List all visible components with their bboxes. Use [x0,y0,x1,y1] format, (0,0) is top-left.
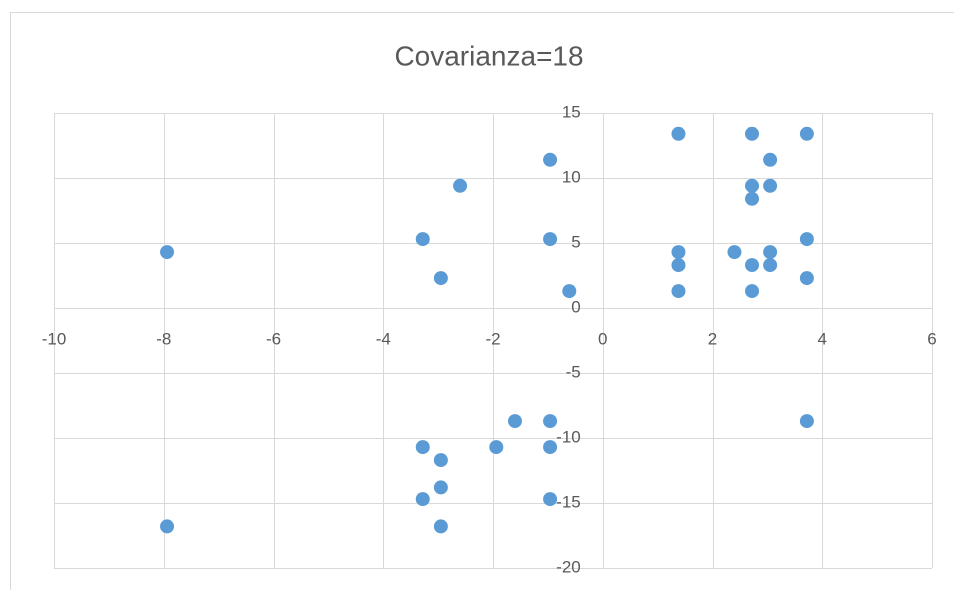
y-tick-label: -20 [556,557,581,576]
scatter-point [799,271,814,286]
scatter-point [415,440,430,455]
scatter-point [763,178,778,193]
y-tick-label: 5 [571,232,580,251]
scatter-point [543,232,558,247]
scatter-point [415,232,430,247]
y-tick-label: -5 [566,362,581,381]
y-tick-label: -10 [556,427,581,446]
scatter-point [763,258,778,273]
scatter-point [415,492,430,507]
chart-title: Covarianza=18 [394,40,583,71]
scatter-point [543,152,558,167]
scatter-point [745,126,760,141]
scatter-point [543,440,558,455]
scatter-point [543,492,558,507]
y-tick-label: 15 [562,102,581,121]
y-tick-label: -15 [556,492,581,511]
scatter-point [763,152,778,167]
scatter-point [453,178,468,193]
scatter-point [799,232,814,247]
scatter-point [671,245,686,260]
scatter-point [160,245,175,260]
scatter-point [160,519,175,534]
scatter-point [745,191,760,206]
y-tick-label: 10 [562,167,581,186]
x-tick-label: -8 [156,329,171,348]
x-tick-label: -10 [42,329,67,348]
scatter-point [671,126,686,141]
x-tick-label: 0 [598,329,607,348]
scatter-point [433,480,448,495]
scatter-point [763,245,778,260]
x-tick-label: -2 [485,329,500,348]
scatter-point [433,519,448,534]
scatter-point [543,414,558,429]
x-tick-label: -6 [266,329,281,348]
scatter-point [489,440,504,455]
x-tick-label: -4 [376,329,391,348]
scatter-point [745,284,760,299]
scatter-point [745,258,760,273]
x-tick-label: 4 [818,329,827,348]
scatter-point [433,453,448,468]
scatter-point [727,245,742,260]
scatter-point [799,414,814,429]
scatter-point [671,284,686,299]
scatter-point [671,258,686,273]
scatter-point [799,126,814,141]
x-tick-label: 6 [927,329,936,348]
scatter-point [433,271,448,286]
y-tick-label: 0 [571,297,580,316]
scatter-point [745,178,760,193]
scatter-point [507,414,522,429]
x-tick-label: 2 [708,329,717,348]
scatter-point [562,284,577,299]
